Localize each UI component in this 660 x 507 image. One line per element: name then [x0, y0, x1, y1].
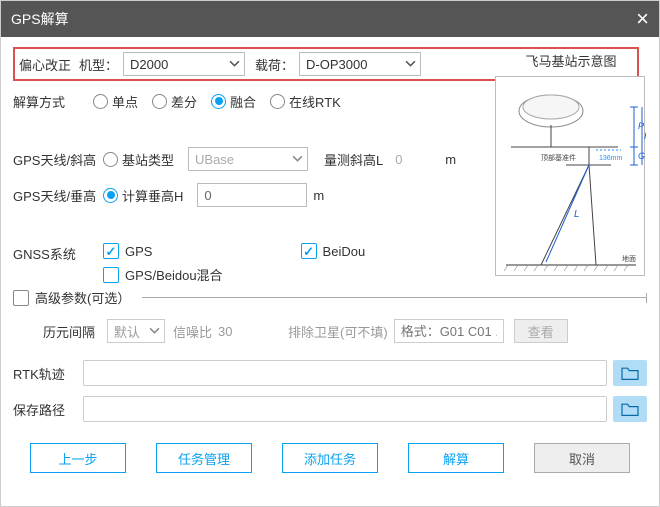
radio-diff[interactable] — [152, 94, 167, 109]
excl-sat-label: 排除卫星(可不填) — [288, 322, 388, 341]
snr-value: 30 — [218, 324, 268, 339]
epoch-label: 历元间隔 — [43, 322, 107, 341]
close-icon[interactable]: × — [636, 6, 649, 32]
payload-value: D-OP3000 — [306, 57, 367, 72]
diagram-dist: 136mm — [599, 155, 623, 162]
save-path-label: 保存路径 — [13, 400, 83, 419]
base-station-diagram: 顶部基准件 136mm 地面 L — [495, 76, 645, 276]
diagram-ground: 地面 — [622, 254, 636, 263]
chevron-down-icon — [223, 57, 240, 72]
gps-solve-dialog: GPS解算 × 偏心改正 机型： D2000 载荷： D-OP3000 飞马基站… — [0, 0, 660, 507]
chevron-down-icon — [143, 324, 160, 339]
calc-vert-input[interactable] — [197, 183, 307, 207]
solve-method-label: 解算方式 — [13, 92, 93, 111]
dialog-title: GPS解算 — [11, 9, 69, 29]
radio-base-type[interactable] — [103, 152, 118, 167]
slant-input[interactable] — [389, 147, 439, 171]
rtk-track-label: RTK轨迹 — [13, 364, 83, 383]
payload-select[interactable]: D-OP3000 — [299, 52, 421, 76]
folder-icon — [620, 401, 640, 417]
diagram-label-1: 顶部基准件 — [541, 153, 576, 162]
save-browse-button[interactable] — [613, 396, 647, 422]
ant-slant-label: GPS天线/斜高 — [13, 150, 103, 169]
snr-label: 信噪比 — [173, 322, 212, 341]
payload-label: 载荷： — [255, 55, 299, 74]
solve-button[interactable]: 解算 — [408, 443, 504, 473]
offset-label: 偏心改正 — [19, 55, 79, 74]
diagram-panel: 飞马基站示意图 顶部基准件 136mm — [495, 51, 647, 276]
chk-gps[interactable] — [103, 243, 119, 259]
radio-fusion[interactable] — [211, 94, 226, 109]
svg-text:H: H — [644, 131, 646, 141]
radio-calc-vert[interactable] — [103, 188, 118, 203]
task-mgr-button[interactable]: 任务管理 — [156, 443, 252, 473]
add-task-button[interactable]: 添加任务 — [282, 443, 378, 473]
folder-icon — [620, 365, 640, 381]
model-select[interactable]: D2000 — [123, 52, 245, 76]
chk-adv-params[interactable] — [13, 290, 29, 306]
diagram-title: 飞马基站示意图 — [495, 51, 647, 70]
chevron-down-icon — [286, 152, 303, 167]
cancel-button[interactable]: 取消 — [534, 443, 630, 473]
model-value: D2000 — [130, 57, 168, 72]
model-label: 机型： — [79, 55, 123, 74]
radio-single[interactable] — [93, 94, 108, 109]
rtk-browse-button[interactable] — [613, 360, 647, 386]
base-type-select[interactable]: UBase — [188, 147, 308, 171]
save-path-input[interactable] — [83, 396, 607, 422]
button-row: 上一步 任务管理 添加任务 解算 取消 — [13, 443, 647, 473]
svg-text:L: L — [574, 209, 580, 220]
prev-button[interactable]: 上一步 — [30, 443, 126, 473]
chevron-down-icon — [399, 57, 416, 72]
titlebar: GPS解算 × — [1, 1, 659, 37]
radio-online-rtk[interactable] — [270, 94, 285, 109]
chk-beidou[interactable] — [301, 243, 317, 259]
view-button: 查看 — [514, 319, 568, 343]
rtk-path-input[interactable] — [83, 360, 607, 386]
excl-sat-input[interactable] — [394, 319, 504, 343]
svg-text:P: P — [638, 121, 644, 131]
ant-vert-label: GPS天线/垂高 — [13, 186, 103, 205]
chk-mix[interactable] — [103, 267, 119, 283]
gnss-label: GNSS系统 — [13, 243, 103, 263]
epoch-select[interactable]: 默认 — [107, 319, 165, 343]
adv-params-row: 历元间隔 默认 信噪比 30 排除卫星(可不填) 查看 — [13, 315, 647, 347]
slant-l-label: 量测斜高L — [324, 150, 383, 169]
